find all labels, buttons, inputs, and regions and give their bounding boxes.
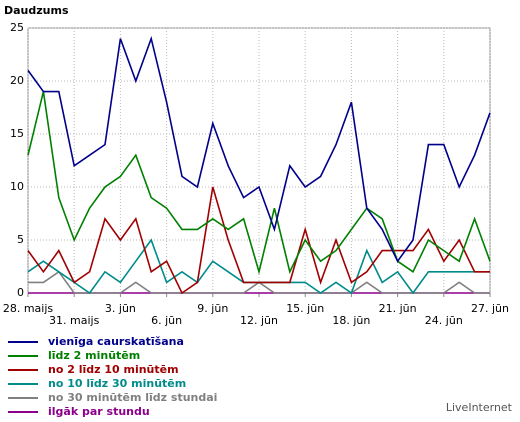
series-line: [27, 35, 491, 263]
x-tick-label: 15. jūn: [286, 302, 324, 315]
y-tick-label: 10: [10, 180, 24, 193]
x-tick-label: 24. jūn: [425, 314, 463, 327]
series-line: [27, 186, 490, 295]
y-tick-label: 15: [10, 127, 24, 140]
x-tick-label: 12. jūn: [240, 314, 278, 327]
x-tick-label: 27. jūn: [471, 302, 509, 315]
x-tick-label: 18. jūn: [332, 314, 370, 327]
series-line: [27, 91, 491, 275]
legend-label: ilgāk par stundu: [48, 405, 150, 418]
footer: LiveInternet: [446, 401, 513, 414]
x-tick-label: 31. maijs: [49, 314, 100, 327]
chart-title: Daudzums: [4, 4, 69, 17]
legend-label: no 10 līdz 30 minūtēm: [48, 377, 186, 390]
legend-label: vienīga caurskatīšana: [48, 335, 184, 348]
y-tick-label: 5: [17, 233, 24, 246]
x-tick-label: 9. jūn: [197, 302, 228, 315]
y-tick-label: 20: [10, 74, 24, 87]
legend-label: no 2 līdz 10 minūtēm: [48, 363, 179, 376]
y-tick-label: 0: [17, 286, 24, 299]
x-tick-label: 28. maijs: [3, 302, 54, 315]
x-tick-label: 21. jūn: [379, 302, 417, 315]
x-tick-label: 3. jūn: [105, 302, 136, 315]
legend-label: no 30 minūtēm līdz stundai: [48, 391, 217, 404]
legend-label: līdz 2 minūtēm: [48, 349, 140, 362]
y-tick-label: 25: [10, 21, 24, 34]
x-tick-label: 6. jūn: [151, 314, 182, 327]
